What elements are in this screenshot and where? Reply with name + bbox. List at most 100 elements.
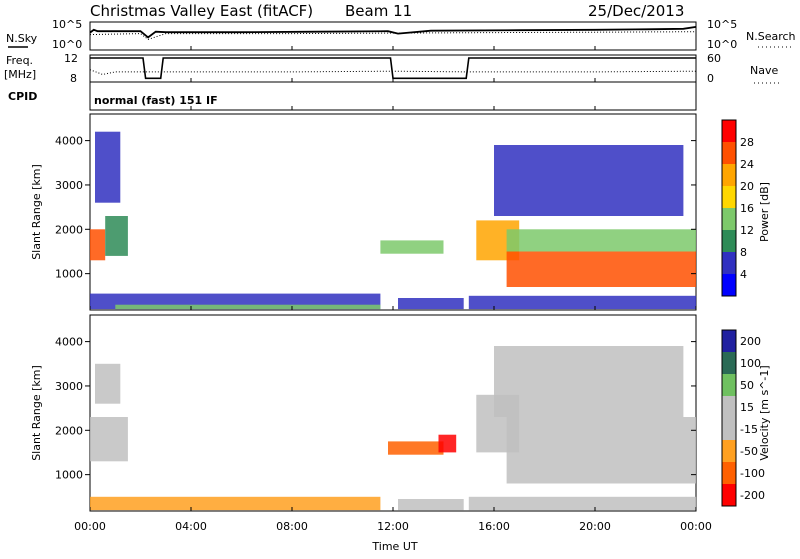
scatter-region — [506, 417, 696, 484]
nave-tick-top: 60 — [707, 52, 721, 65]
freq-series-line — [90, 57, 696, 80]
velocity-colorbar-swatch — [722, 330, 736, 352]
freq-tick-top: 12 — [64, 52, 78, 65]
velocity-colorbar-swatch — [722, 484, 736, 506]
scatter-region — [438, 434, 457, 453]
scatter-region — [506, 251, 696, 287]
nsky-series-line — [89, 26, 697, 39]
power-colorbar-tick-label: 8 — [740, 246, 747, 259]
velocity-colorbar-tick-label: -100 — [740, 467, 765, 480]
x-tick-label: 00:00 — [74, 520, 106, 533]
power-y-axis-label: Slant Range [km] — [30, 164, 43, 260]
power-colorbar-swatch — [722, 274, 736, 296]
velocity-colorbar-tick-label: 15 — [740, 401, 754, 414]
station-title: Christmas Valley East (fitACF) — [90, 2, 313, 20]
y-tick-label: 3000 — [55, 380, 83, 393]
power-cells — [90, 131, 697, 310]
power-colorbar-swatch — [722, 252, 736, 274]
velocity-colorbar-tick-label: -50 — [740, 445, 758, 458]
velocity-colorbar-label: Velocity [m s^-1] — [758, 365, 771, 460]
scatter-region — [90, 417, 128, 462]
noise-tick-top: 10^5 — [52, 18, 82, 31]
nsearch-label: N.Search — [746, 30, 796, 43]
power-colorbar: 4 8 12 16 20 24 28 — [721, 119, 754, 297]
date-label: 25/Dec/2013 — [588, 2, 684, 20]
power-colorbar-tick-label: 24 — [740, 158, 754, 171]
nsearch-series-line — [89, 31, 697, 40]
power-colorbar-frame — [721, 119, 737, 297]
y-tick-label: 4000 — [55, 336, 83, 349]
scatter-region — [494, 145, 684, 216]
x-tick-label: 04:00 — [175, 520, 207, 533]
velocity-colorbar-swatch — [722, 374, 736, 396]
velocity-colorbar-swatch — [722, 418, 736, 440]
freq-label: Freq. — [6, 54, 33, 67]
power-panel: 1000 2000 3000 4000 Slant Range [km] — [30, 113, 697, 311]
power-colorbar-tick-label: 12 — [740, 224, 754, 237]
y-tick-label: 1000 — [55, 469, 83, 482]
freq-tick-bottom: 8 — [70, 72, 77, 85]
scatter-region — [115, 304, 381, 310]
velocity-colorbar-tick-label: -15 — [740, 423, 758, 436]
velocity-panel: 1000 2000 3000 4000 Slant Range [km] — [30, 314, 697, 512]
scatter-region — [95, 363, 121, 404]
y-tick-label: 3000 — [55, 179, 83, 192]
nsky-label: N.Sky — [6, 32, 38, 45]
x-tick-label: 16:00 — [478, 520, 510, 533]
velocity-y-ticks: 1000 2000 3000 4000 — [55, 336, 696, 482]
x-axis-label: Time UT — [371, 540, 417, 553]
power-colorbar-tick-label: 20 — [740, 180, 754, 193]
scatter-region — [494, 346, 684, 417]
velocity-colorbar-tick-label: 100 — [740, 357, 761, 370]
y-tick-label: 1000 — [55, 268, 83, 281]
x-ticks: 00:00 04:00 08:00 12:00 16:00 20:00 00:00 — [74, 46, 712, 533]
velocity-colorbar: 200 100 50 15 -15 -50 -100 -200 — [721, 329, 765, 507]
x-tick-label: 00:00 — [680, 520, 712, 533]
beam-label: Beam 11 — [345, 2, 412, 20]
scatter-region — [380, 240, 444, 254]
power-colorbar-tick-label: 28 — [740, 136, 754, 149]
velocity-y-axis-label: Slant Range [km] — [30, 365, 43, 461]
velocity-colorbar-tick-label: -200 — [740, 489, 765, 502]
power-colorbar-tick-label: 16 — [740, 202, 754, 215]
velocity-colorbar-tick-label: 200 — [740, 335, 761, 348]
velocity-colorbar-swatch — [722, 440, 736, 462]
power-y-ticks: 1000 2000 3000 4000 — [55, 135, 696, 281]
x-tick-label: 12:00 — [377, 520, 409, 533]
power-colorbar-swatch — [722, 142, 736, 164]
scatter-region — [90, 496, 381, 511]
x-tick-label: 20:00 — [579, 520, 611, 533]
scatter-region — [95, 131, 121, 203]
cpid-text: normal (fast) 151 IF — [94, 94, 218, 107]
power-colorbar-swatch — [722, 186, 736, 208]
nsearch-tick-bottom: 10^0 — [707, 38, 737, 51]
noise-panel-frame — [89, 21, 697, 51]
power-colorbar-swatch — [722, 208, 736, 230]
nave-tick-bottom: 0 — [707, 72, 714, 85]
scatter-region — [388, 441, 444, 455]
freq-unit-label: [MHz] — [4, 68, 36, 81]
nave-label: Nave — [750, 64, 778, 77]
scatter-region — [468, 295, 697, 310]
power-colorbar-label: Power [dB] — [758, 182, 771, 242]
x-tick-label: 08:00 — [276, 520, 308, 533]
y-tick-label: 4000 — [55, 135, 83, 148]
scatter-region — [90, 229, 106, 261]
power-colorbar-tick-label: 4 — [740, 268, 747, 281]
scatter-region — [398, 298, 464, 310]
velocity-colorbar-swatch — [722, 396, 736, 418]
scatter-region — [398, 499, 464, 511]
noise-tick-bottom: 10^0 — [52, 38, 82, 51]
nsearch-tick-top: 10^5 — [707, 18, 737, 31]
velocity-cells — [90, 346, 697, 511]
scatter-region — [468, 496, 697, 511]
power-colorbar-swatch — [722, 164, 736, 186]
velocity-colorbar-frame — [721, 329, 737, 507]
y-tick-label: 2000 — [55, 223, 83, 236]
scatter-region — [506, 229, 696, 252]
power-colorbar-swatch — [722, 120, 736, 142]
velocity-colorbar-swatch — [722, 352, 736, 374]
freq-lines — [89, 57, 697, 80]
velocity-colorbar-tick-label: 50 — [740, 379, 754, 392]
y-tick-label: 2000 — [55, 424, 83, 437]
